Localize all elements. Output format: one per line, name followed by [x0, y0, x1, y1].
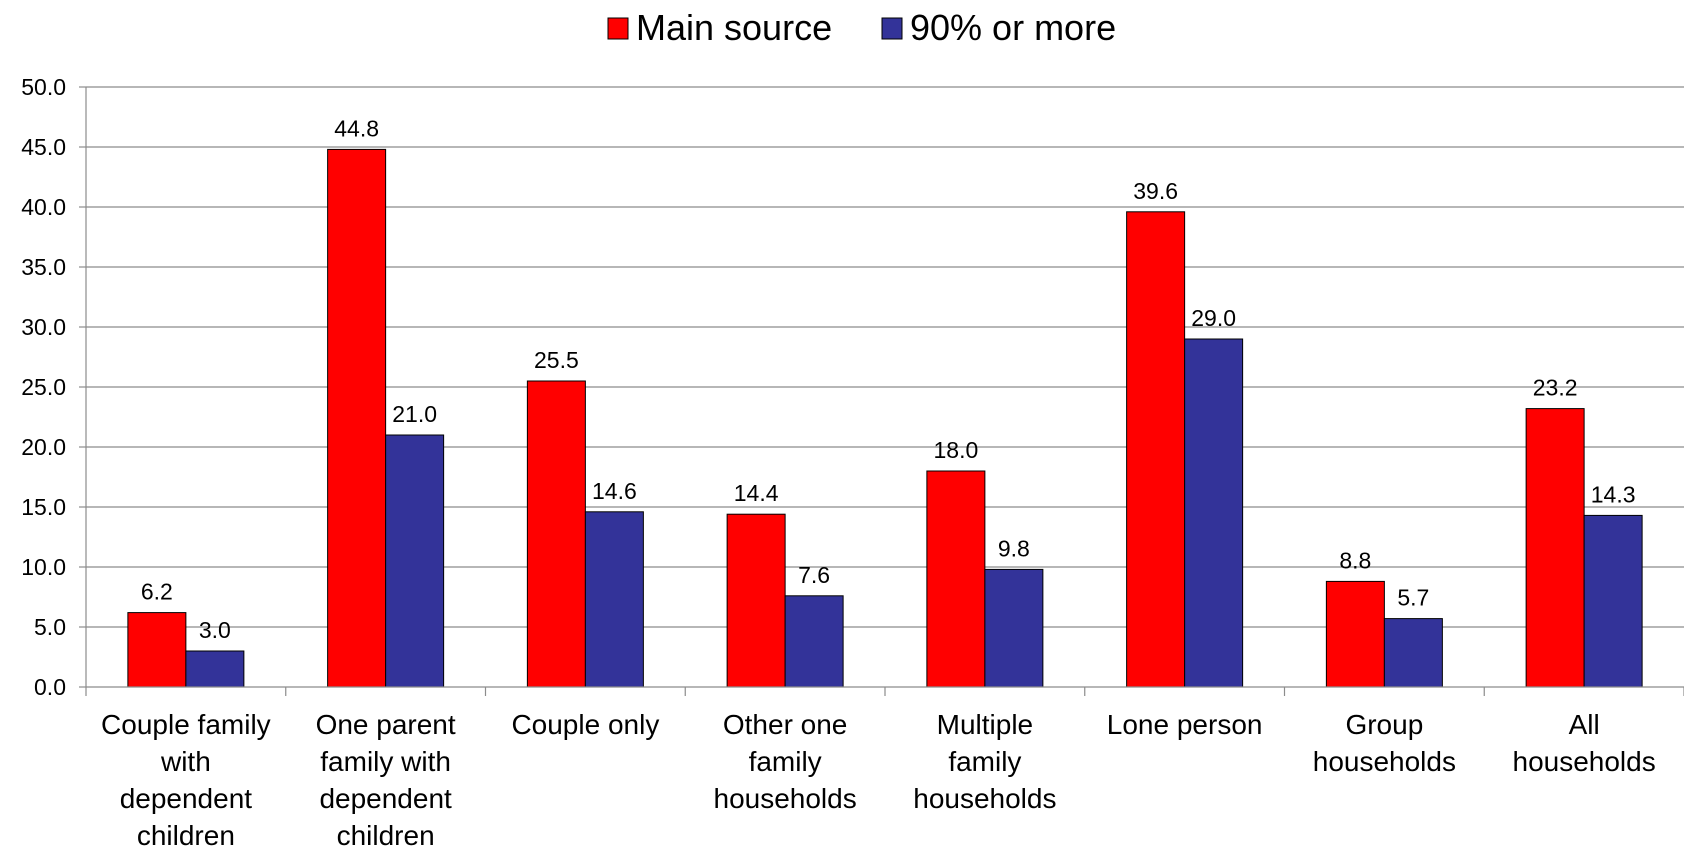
data-label: 14.3 [1591, 481, 1636, 507]
x-category-label: children [137, 820, 235, 846]
x-category-label: Multiple [937, 709, 1033, 740]
data-label: 5.7 [1397, 585, 1429, 611]
x-category-label: children [337, 820, 435, 846]
y-tick-label: 0.0 [34, 674, 66, 700]
bar-90-or-more [385, 434, 445, 688]
data-label: 23.2 [1533, 375, 1578, 401]
x-category-label: All [1569, 709, 1600, 740]
x-category-label: dependent [319, 783, 452, 814]
data-label: 21.0 [392, 401, 437, 427]
x-category-label: One parent [316, 709, 456, 740]
bar-main-source [1126, 211, 1186, 688]
legend-label: Main source [636, 7, 832, 48]
x-category-label: Other one [723, 709, 848, 740]
y-tick-label: 25.0 [21, 374, 66, 400]
data-label: 14.4 [734, 480, 779, 506]
bar-main-source [1325, 580, 1385, 688]
y-tick-label: 15.0 [21, 494, 66, 520]
bar-main-source [1525, 408, 1585, 688]
data-label: 18.0 [933, 437, 978, 463]
bar-90-or-more [1184, 338, 1244, 688]
bar-90-or-more [584, 511, 644, 688]
x-category-label: family [948, 746, 1021, 777]
bar-main-source [726, 513, 786, 688]
bar-main-source [327, 148, 387, 688]
data-label: 44.8 [334, 115, 379, 141]
data-label: 7.6 [798, 562, 830, 588]
y-tick-label: 35.0 [21, 254, 66, 280]
x-category-label: dependent [120, 783, 253, 814]
data-label: 25.5 [534, 347, 579, 373]
bar-90-or-more [784, 595, 844, 688]
legend-swatch [881, 17, 903, 40]
data-label: 3.0 [199, 617, 231, 643]
x-category-label: with [160, 746, 211, 777]
bar-main-source [127, 612, 187, 688]
y-tick-label: 40.0 [21, 194, 66, 220]
y-tick-label: 5.0 [34, 614, 66, 640]
y-tick-label: 20.0 [21, 434, 66, 460]
x-category-label: households [1313, 746, 1456, 777]
y-tick-label: 10.0 [21, 554, 66, 580]
data-label: 8.8 [1339, 547, 1371, 573]
bars: 6.2 3.0 44.8 21.0 25.5 14.6 14.4 7.6 18.0 9.8 39.6… [127, 115, 1643, 688]
x-category-label: Lone person [1107, 709, 1263, 740]
bar-90-or-more [185, 650, 245, 688]
x-category-label: family [749, 746, 822, 777]
legend-label: 90% or more [910, 7, 1116, 48]
data-label: 39.6 [1133, 178, 1178, 204]
legend-swatch [607, 17, 629, 40]
data-label: 14.6 [592, 478, 637, 504]
y-tick-label: 50.0 [21, 74, 66, 100]
x-category-label: family with [320, 746, 451, 777]
x-category-label: households [913, 783, 1056, 814]
x-category-label: Group [1345, 709, 1423, 740]
bar-90-or-more [1383, 618, 1443, 688]
x-category-label: households [714, 783, 857, 814]
x-category-label: Couple family [101, 709, 271, 740]
data-label: 29.0 [1191, 305, 1236, 331]
x-category-label: households [1513, 746, 1656, 777]
y-tick-label: 45.0 [21, 134, 66, 160]
y-tick-label: 30.0 [21, 314, 66, 340]
bar-90-or-more [1583, 514, 1643, 688]
bar-main-source [926, 470, 986, 688]
bar-main-source [526, 380, 586, 688]
legend: Main source 90% or more [607, 7, 1116, 48]
data-label: 9.8 [998, 535, 1030, 561]
x-category-label: Couple only [511, 709, 659, 740]
data-label: 6.2 [141, 579, 173, 605]
x-axis: Couple family with dependent children One pa… [85, 686, 1684, 846]
y-axis: 0.0 5.0 10.0 15.0 20.0 25.0 30.0 35.0 40.0 45.0 50… [21, 74, 87, 700]
gridlines [86, 86, 1684, 628]
bar-90-or-more [984, 568, 1044, 688]
